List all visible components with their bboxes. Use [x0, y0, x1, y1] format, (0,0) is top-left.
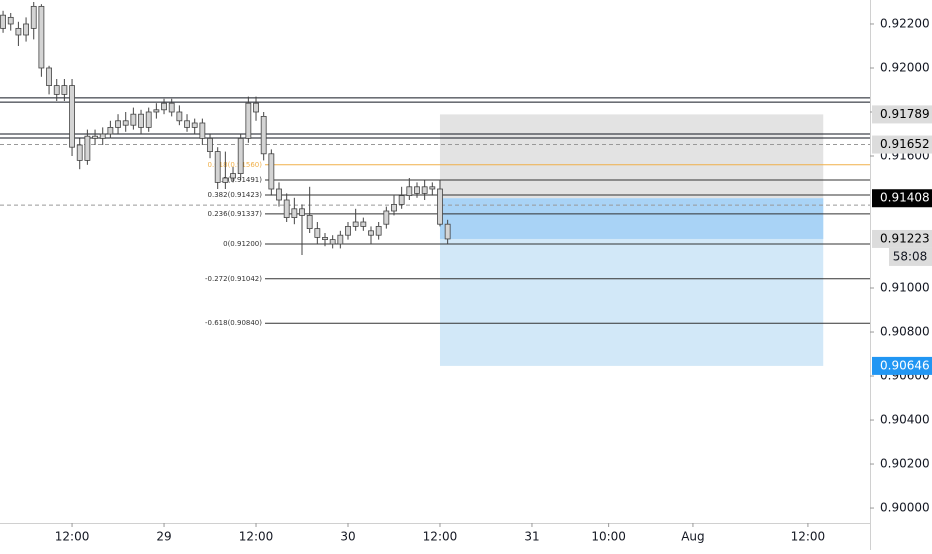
candle-body	[245, 102, 252, 139]
candle-body	[199, 122, 206, 139]
x-tick-label: 10:00	[591, 530, 626, 544]
candle-body	[7, 16, 14, 25]
stop-zone	[439, 114, 824, 199]
candle-body	[230, 173, 236, 179]
candle-body	[30, 5, 37, 29]
candle-body	[38, 5, 45, 69]
candle-body	[92, 135, 98, 139]
fib-label: -0.272(0.91042)	[205, 275, 262, 283]
candle-body	[268, 153, 275, 190]
candle-body	[314, 228, 321, 238]
candle-body	[437, 188, 443, 225]
x-tick-label: 31	[524, 530, 539, 544]
candle-body	[84, 135, 91, 161]
candle-body	[283, 199, 290, 219]
candle-body	[23, 23, 29, 36]
x-tick-label: 29	[156, 530, 171, 544]
price-tag-label: 0.91652	[880, 137, 930, 151]
candle-body	[306, 215, 313, 230]
fib-label: -0.618(0.90840)	[205, 319, 262, 327]
fib-label: 0.236(0.91337)	[208, 210, 263, 218]
open-pnl-zone	[439, 198, 824, 239]
price-tag-label: 0.91789	[880, 107, 930, 121]
y-tick-label: 0.91000	[880, 281, 930, 295]
candle-body	[184, 120, 190, 128]
fib-label: 0.5(0.91491)	[216, 176, 262, 184]
candle-body	[107, 126, 114, 135]
countdown-tag	[889, 247, 932, 266]
candle-body	[368, 230, 374, 236]
price-tag	[872, 135, 932, 154]
candle-body	[237, 137, 244, 174]
y-tick-label: 0.92200	[880, 16, 930, 30]
candle-body	[337, 234, 344, 245]
candle-body	[130, 113, 137, 126]
countdown-label: 58:08	[893, 249, 928, 263]
candle-body	[214, 151, 221, 183]
candle-body	[276, 188, 282, 201]
candle-body	[168, 102, 175, 113]
fib-label: 0.382(0.91423)	[208, 191, 263, 199]
price-tag	[872, 229, 932, 248]
x-tick-label: 12:00	[423, 530, 458, 544]
candle-body	[69, 85, 75, 148]
y-tick-label: 0.90200	[880, 457, 930, 471]
y-tick-label: 0.90400	[880, 413, 930, 427]
candle-body	[291, 208, 298, 219]
candle-body	[329, 239, 336, 245]
price-tag-label: 0.91223	[880, 231, 930, 245]
candle-body	[15, 27, 22, 36]
x-tick-label: 30	[340, 530, 355, 544]
candle-body	[398, 195, 405, 205]
candle-body	[345, 226, 351, 236]
candle-body	[406, 186, 413, 197]
candle-body	[145, 111, 152, 128]
price-tag	[872, 189, 932, 208]
candle-body	[352, 221, 359, 227]
candle-body	[176, 111, 183, 122]
candle-body	[161, 102, 167, 111]
fib-label: 0(0.91200)	[223, 240, 262, 248]
y-tick-label: 0.90000	[880, 501, 930, 515]
candle-body	[61, 85, 68, 95]
y-tick-label: 0.92000	[880, 60, 930, 74]
price-tag-label: 0.90646	[880, 358, 930, 372]
candle-body	[0, 14, 6, 29]
candle-body	[444, 223, 451, 240]
candle-body	[421, 186, 428, 194]
candle-body	[253, 102, 259, 113]
candle-body	[391, 204, 397, 212]
x-tick-label: 12:00	[239, 530, 274, 544]
price-tag	[872, 105, 932, 124]
candle-body	[46, 67, 52, 86]
candle-body	[260, 115, 267, 155]
y-tick-label: 0.90800	[880, 325, 930, 339]
candle-body	[299, 208, 305, 216]
candle-body	[207, 137, 213, 152]
price-tag	[872, 356, 932, 375]
fib-label: 0.618(0.91560)	[208, 161, 263, 169]
candle-body	[76, 144, 83, 161]
candle-body	[414, 186, 420, 194]
x-tick-label: 12:00	[55, 530, 90, 544]
x-tick-label: Aug	[681, 530, 704, 544]
candle-body	[191, 122, 198, 128]
price-tag-label: 0.91408	[880, 191, 930, 205]
candle-body	[115, 120, 121, 128]
candle-body	[138, 113, 144, 128]
candle-body	[53, 85, 60, 95]
candle-body	[153, 109, 160, 113]
candle-body	[99, 133, 106, 139]
candle-body	[322, 237, 328, 241]
candle-body	[383, 210, 390, 225]
candle-body	[122, 120, 129, 126]
candle-body	[360, 221, 367, 227]
candle-body	[375, 226, 382, 236]
candle-body	[429, 186, 436, 190]
x-tick-label: 12:00	[791, 530, 826, 544]
candle-body	[222, 177, 229, 183]
